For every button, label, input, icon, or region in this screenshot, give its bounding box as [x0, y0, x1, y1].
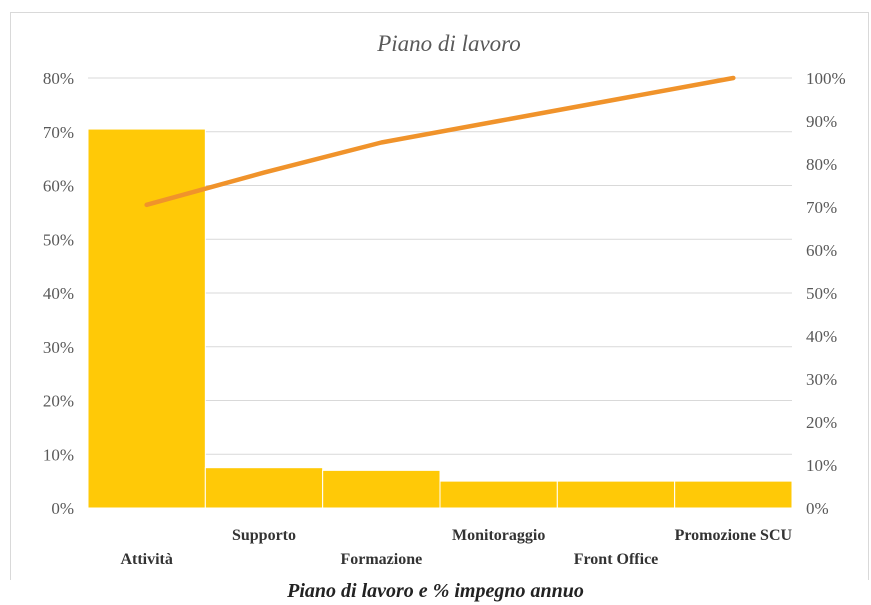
bar	[322, 469, 441, 509]
left-axis-tick-label: 50%	[43, 230, 74, 249]
category-label: Formazione	[340, 551, 422, 568]
right-axis-tick-label: 70%	[806, 198, 837, 217]
bar	[556, 480, 676, 509]
left-axis-ticks: 0% 10% 20% 30% 40% 50% 60% 70% 80%	[43, 69, 74, 518]
right-axis-tick-label: 0%	[806, 499, 829, 518]
left-axis-tick-label: 40%	[43, 284, 74, 303]
left-axis-tick-label: 60%	[43, 177, 74, 196]
category-label: Monitoraggio	[452, 527, 545, 544]
right-axis-tick-label: 10%	[806, 456, 837, 475]
left-axis-tick-label: 30%	[43, 338, 74, 357]
pareto-chart: Piano di lavoro 0% 10% 20% 30% 40% 50% 60% 70% 8…	[43, 31, 846, 568]
right-axis-tick-label: 40%	[806, 327, 837, 346]
category-label: Front Office	[574, 551, 659, 568]
right-axis-tick-label: 20%	[806, 413, 837, 432]
category-label: Supporto	[232, 527, 296, 544]
chart-frame	[10, 12, 869, 580]
right-axis-tick-label: 100%	[806, 69, 846, 88]
left-axis-tick-label: 20%	[43, 392, 74, 411]
bar	[87, 128, 206, 509]
right-axis-tick-label: 90%	[806, 112, 837, 131]
bar	[674, 480, 793, 509]
category-labels: Attività Supporto Formazione Monitoraggio Fr…	[120, 527, 792, 568]
category-label: Promozione SCU	[675, 527, 793, 544]
figure-caption: Piano di lavoro e % impegno annuo	[287, 580, 584, 602]
bar	[439, 480, 558, 509]
left-axis-tick-label: 0%	[51, 499, 74, 518]
cumulative-line	[144, 75, 736, 208]
left-axis-tick-label: 70%	[43, 123, 74, 142]
left-axis-tick-label: 80%	[43, 69, 74, 88]
cumulative-line-group	[144, 75, 736, 208]
right-axis-tick-label: 30%	[806, 370, 837, 389]
category-label: Attività	[120, 551, 172, 568]
right-axis-tick-label: 60%	[806, 241, 837, 260]
right-axis-ticks: 0% 10% 20% 30% 40% 50% 60% 70% 80% 90% 100%	[806, 69, 846, 518]
bar	[204, 467, 324, 509]
left-axis-tick-label: 10%	[43, 445, 74, 464]
right-axis-tick-label: 80%	[806, 155, 837, 174]
right-axis-tick-label: 50%	[806, 284, 837, 303]
chart-title: Piano di lavoro	[376, 31, 521, 56]
